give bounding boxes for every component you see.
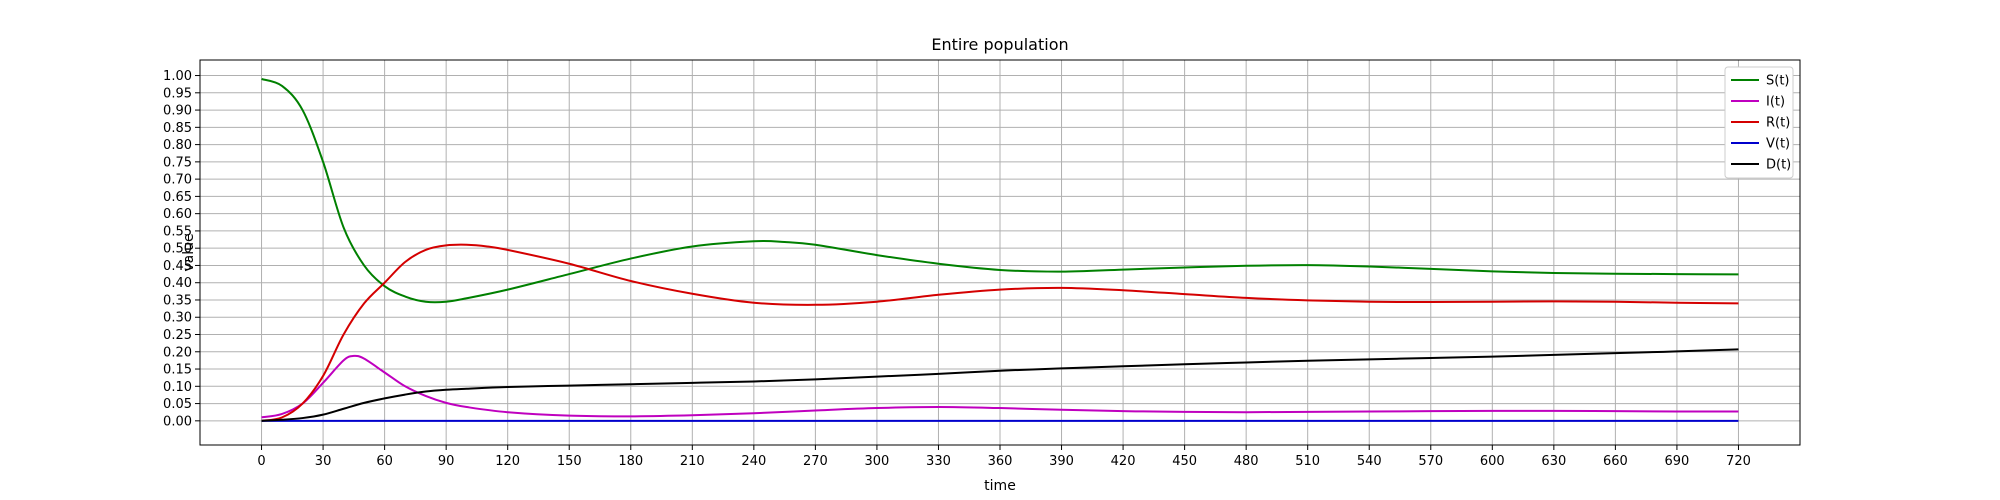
x-tick-label: 90 [438, 454, 455, 469]
y-tick-label: 0.00 [163, 414, 192, 429]
x-tick-label: 60 [376, 454, 393, 469]
y-tick-label: 0.15 [163, 363, 192, 378]
x-tick-label: 240 [741, 454, 766, 469]
y-tick-label: 0.80 [163, 138, 192, 153]
y-tick-label: 0.50 [163, 242, 192, 257]
y-tick-label: 0.60 [163, 207, 192, 222]
y-tick-label: 0.75 [163, 155, 192, 170]
series-line-rt [261, 243, 1739, 422]
y-tick-label: 0.35 [163, 293, 192, 308]
y-tick-label: 0.10 [163, 380, 192, 395]
y-axis-title: value [181, 233, 197, 271]
y-tick-label: 0.05 [163, 397, 192, 412]
x-tick-label: 180 [618, 454, 643, 469]
x-tick-label: 540 [1357, 454, 1382, 469]
legend: S(t) I(t) R(t) V(t) D(t) [1724, 66, 1794, 179]
y-tick-label: 0.20 [163, 345, 192, 360]
y-tick-label: 0.90 [163, 104, 192, 119]
y-tick-label: 1.00 [163, 69, 192, 84]
y-axis: 0.00 0.05 0.10 0.15 0.20 0.25 0.30 0.35 0.40 0.45… [163, 69, 200, 429]
series-line-dt [261, 348, 1739, 422]
legend-label-st: S(t) [1766, 74, 1790, 89]
x-tick-label: 690 [1665, 454, 1690, 469]
x-tick-label: 450 [1172, 454, 1197, 469]
x-tick-label: 0 [257, 454, 265, 469]
x-tick-label: 270 [803, 454, 828, 469]
y-tick-label: 0.85 [163, 121, 192, 136]
x-tick-label: 510 [1295, 454, 1320, 469]
x-axis-title: time [984, 478, 1016, 494]
y-tick-label: 0.70 [163, 173, 192, 188]
series-line-it [261, 354, 1739, 419]
x-tick-label: 120 [495, 454, 520, 469]
x-tick-label: 570 [1418, 454, 1443, 469]
x-tick-label: 210 [680, 454, 705, 469]
series-lines [261, 78, 1739, 422]
x-tick-label: 30 [315, 454, 332, 469]
grid [200, 60, 1800, 445]
x-tick-label: 480 [1234, 454, 1259, 469]
legend-label-dt: D(t) [1766, 158, 1791, 173]
y-tick-label: 0.65 [163, 190, 192, 205]
x-tick-label: 390 [1049, 454, 1074, 469]
y-tick-label: 0.40 [163, 276, 192, 291]
x-tick-label: 150 [557, 454, 582, 469]
series-line-st [261, 78, 1739, 304]
x-tick-label: 330 [926, 454, 951, 469]
y-tick-label: 0.25 [163, 328, 192, 343]
x-tick-label: 420 [1111, 454, 1136, 469]
x-tick-label: 630 [1541, 454, 1566, 469]
y-tick-label: 0.30 [163, 311, 192, 326]
x-tick-label: 300 [865, 454, 890, 469]
y-tick-label: 0.95 [163, 86, 192, 101]
y-tick-label: 0.45 [163, 259, 192, 274]
x-tick-label: 360 [988, 454, 1013, 469]
chart-title: Entire population [931, 35, 1068, 54]
legend-label-vt: V(t) [1766, 137, 1790, 152]
x-axis: 0 30 60 90 120 150 180 210 240 270 300 330 360 390 420… [257, 445, 1751, 469]
legend-label-it: I(t) [1766, 95, 1785, 110]
x-tick-label: 600 [1480, 454, 1505, 469]
x-tick-label: 660 [1603, 454, 1628, 469]
x-tick-label: 720 [1726, 454, 1751, 469]
y-tick-label: 0.55 [163, 224, 192, 239]
legend-label-rt: R(t) [1766, 116, 1790, 131]
